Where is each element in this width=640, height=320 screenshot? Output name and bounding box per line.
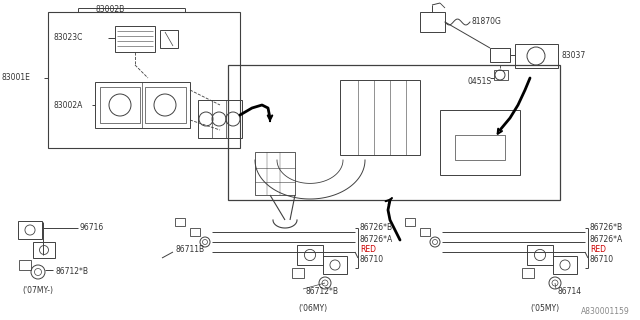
Bar (175, 218, 185, 226)
Bar (198, 100, 242, 138)
Bar (48, 12, 240, 148)
Text: 86726*B: 86726*B (360, 223, 393, 233)
Text: 86726*A: 86726*A (590, 236, 623, 244)
Text: 86710: 86710 (360, 255, 384, 265)
Bar (190, 228, 200, 236)
Bar (19, 260, 31, 270)
Text: ('06MY): ('06MY) (298, 303, 327, 313)
Bar (145, 87, 186, 123)
Text: 0451S: 0451S (468, 77, 492, 86)
Bar (553, 256, 577, 274)
Bar (33, 242, 55, 258)
Bar (440, 110, 520, 175)
Bar (323, 256, 347, 274)
Bar (160, 30, 178, 48)
Text: 83037: 83037 (562, 52, 586, 60)
Bar (292, 268, 304, 278)
Bar (455, 135, 505, 160)
Text: 81870G: 81870G (472, 18, 502, 27)
Text: 86714: 86714 (558, 287, 582, 297)
Bar (522, 268, 534, 278)
Bar (297, 245, 323, 265)
Text: 86726*A: 86726*A (360, 236, 393, 244)
Text: RED: RED (590, 245, 606, 254)
Text: 86726*B: 86726*B (590, 223, 623, 233)
Bar (405, 218, 415, 226)
Text: 86711B: 86711B (175, 245, 204, 254)
Text: 86710: 86710 (590, 255, 614, 265)
Bar (18, 221, 42, 239)
Bar (95, 82, 190, 128)
Text: ('05MY): ('05MY) (530, 303, 559, 313)
Text: ('07MY-): ('07MY-) (22, 285, 53, 294)
Text: 86712*B: 86712*B (55, 268, 88, 276)
Bar (420, 12, 445, 32)
Bar (340, 80, 420, 155)
Text: 83002A: 83002A (53, 100, 83, 109)
Text: 83023C: 83023C (53, 34, 83, 43)
Bar (494, 70, 508, 80)
Bar (420, 228, 430, 236)
Text: A830001159: A830001159 (581, 308, 630, 316)
Bar (115, 26, 155, 52)
Bar (515, 44, 558, 68)
Bar (255, 152, 295, 195)
Text: 86712*B: 86712*B (305, 287, 338, 297)
Bar (527, 245, 553, 265)
Bar (228, 65, 560, 200)
Text: 83001E: 83001E (2, 74, 31, 83)
Text: 96716: 96716 (80, 223, 104, 233)
Text: 83002B: 83002B (95, 4, 125, 13)
Text: RED: RED (360, 245, 376, 254)
Bar (100, 87, 140, 123)
Bar (490, 48, 510, 62)
